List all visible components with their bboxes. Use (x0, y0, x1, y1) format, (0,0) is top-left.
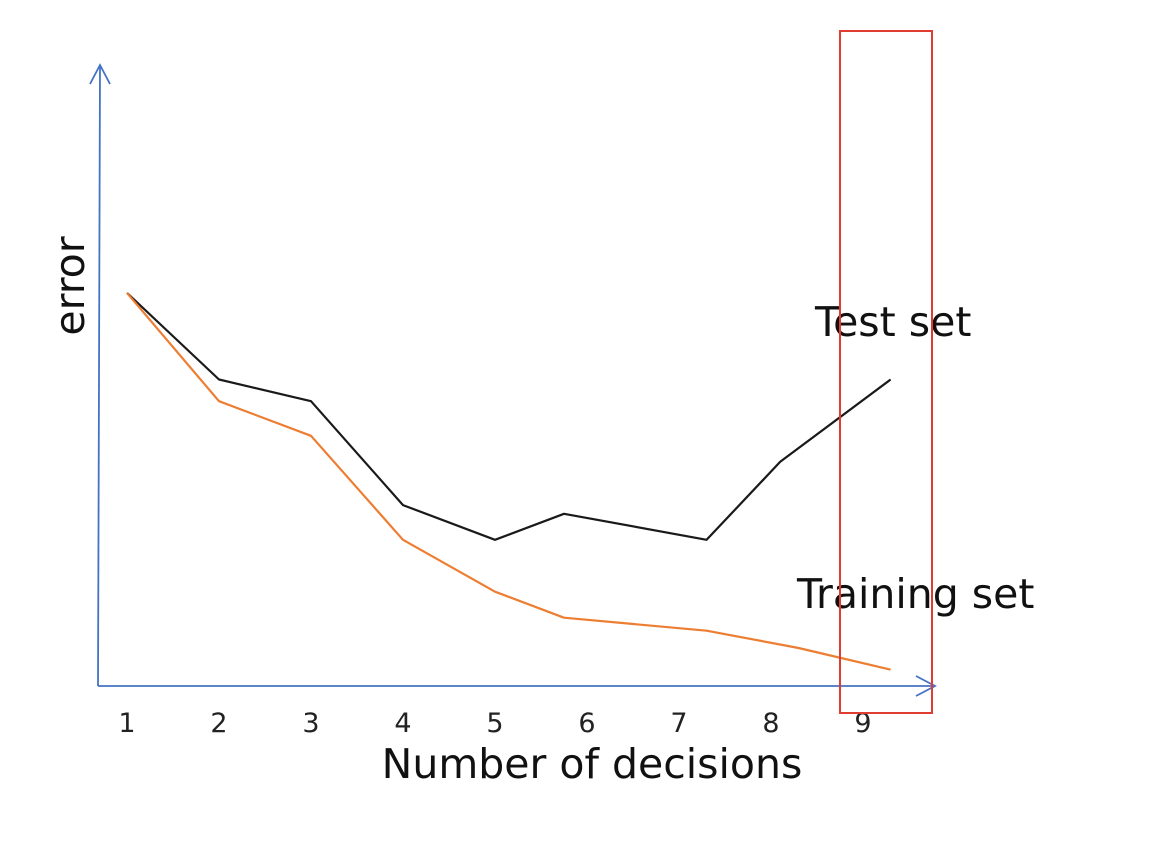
series-label: Test set (814, 298, 971, 346)
x-axis-arrowhead (915, 675, 937, 697)
y-axis (97, 64, 101, 687)
x-tick-label: 7 (670, 708, 687, 739)
y-axis-arrowhead (89, 63, 111, 85)
x-tick-label: 6 (578, 708, 595, 739)
axes (89, 63, 937, 697)
x-axis-title: Number of decisions (382, 740, 803, 788)
series-label: Training set (796, 570, 1034, 618)
series-line (126, 292, 892, 541)
series-labels: Test set Training set (796, 298, 1034, 618)
x-tick-label: 9 (854, 708, 871, 739)
x-tick-label: 5 (486, 708, 503, 739)
series-line (126, 292, 891, 671)
x-tick-labels: 1 2 3 4 5 6 7 8 9 (118, 708, 871, 739)
series-lines (126, 292, 892, 671)
x-tick-label: 3 (302, 708, 319, 739)
y-axis-title: error (46, 236, 94, 335)
x-tick-label: 1 (118, 708, 135, 739)
x-tick-label: 2 (210, 708, 227, 739)
x-tick-label: 8 (762, 708, 779, 739)
highlight-box (839, 30, 933, 714)
x-tick-label: 4 (394, 708, 411, 739)
